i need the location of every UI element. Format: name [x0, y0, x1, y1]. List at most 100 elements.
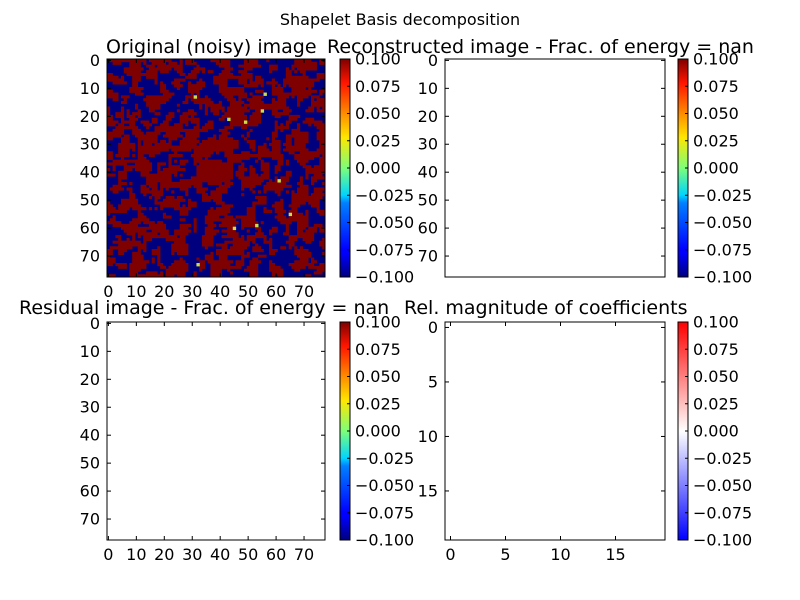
colorbar-label-2-0: 0.100	[355, 313, 401, 332]
y-tick-label-3-5: 5	[428, 372, 438, 391]
colorbar-label-1-1: 0.075	[693, 77, 739, 96]
axes-frame-1	[444, 58, 666, 278]
y-tick-label-0-40: 40	[80, 163, 100, 182]
x-tick-label-3-15: 15	[605, 545, 625, 564]
x-tick-label-3-10: 10	[550, 545, 570, 564]
x-tick-label-0-0: 0	[103, 282, 113, 301]
colorbar-label-0-4: 0.000	[355, 159, 401, 178]
axes-frame-2	[106, 321, 326, 541]
x-tick-label-2-60: 60	[266, 545, 286, 564]
bright-point-3	[260, 109, 265, 113]
x-tick-label-3-5: 5	[500, 545, 510, 564]
panel-title-coefficients: Rel. magnitude of coefficients	[404, 297, 688, 319]
panel-title-original: Original (noisy) image	[106, 36, 317, 58]
x-tick-label-2-30: 30	[182, 545, 202, 564]
x-tick-label-0-70: 70	[294, 282, 314, 301]
colorbar-label-0-2: 0.050	[355, 104, 401, 123]
y-tick-label-0-60: 60	[80, 219, 100, 238]
y-tick-label-2-0: 0	[90, 314, 100, 333]
x-tick-label-2-40: 40	[210, 545, 230, 564]
colorbar-label-1-5: −0.025	[693, 186, 752, 205]
colorbar-label-2-1: 0.075	[355, 340, 401, 359]
colorbar-label-0-3: 0.025	[355, 131, 401, 150]
x-tick-label-2-50: 50	[238, 545, 258, 564]
x-tick-label-2-20: 20	[154, 545, 174, 564]
x-tick-label-2-70: 70	[294, 545, 314, 564]
colorbar-label-1-4: 0.000	[693, 159, 739, 178]
axes-frame-0	[106, 58, 326, 278]
colorbar-label-0-6: −0.050	[355, 213, 414, 232]
x-tick-label-0-60: 60	[266, 282, 286, 301]
y-tick-label-2-70: 70	[80, 510, 100, 529]
y-tick-label-2-60: 60	[80, 482, 100, 501]
colorbar-label-0-7: −0.075	[355, 240, 414, 259]
x-tick-label-3-0: 0	[445, 545, 455, 564]
x-tick-label-2-0: 0	[103, 545, 113, 564]
bright-point-8	[232, 226, 237, 231]
bright-point-4	[263, 92, 267, 96]
colorbar-label-0-0: 0.100	[355, 50, 401, 69]
colorbar-label-2-3: 0.025	[355, 394, 401, 413]
colorbar-label-1-8: −0.100	[693, 268, 752, 287]
y-tick-label-3-0: 0	[428, 318, 438, 337]
bright-point-9	[196, 263, 200, 267]
y-tick-label-3-10: 10	[418, 427, 438, 446]
y-tick-label-3-15: 15	[418, 481, 438, 500]
y-tick-label-2-20: 20	[80, 370, 100, 389]
colorbar-label-1-7: −0.075	[693, 240, 752, 259]
colorbar-label-1-2: 0.050	[693, 104, 739, 123]
colorbar-label-1-0: 0.100	[693, 50, 739, 69]
colorbar-label-2-7: −0.075	[355, 503, 414, 522]
y-tick-label-2-40: 40	[80, 426, 100, 445]
x-tick-label-0-10: 10	[126, 282, 146, 301]
image-area-2	[107, 322, 325, 540]
y-tick-label-0-50: 50	[80, 191, 100, 210]
y-tick-label-0-10: 10	[80, 79, 100, 98]
x-tick-label-0-20: 20	[154, 282, 174, 301]
x-tick-label-0-40: 40	[210, 282, 230, 301]
colorbar-label-3-8: −0.100	[693, 531, 752, 550]
panel-title-residual: Residual image - Frac. of energy = nan	[19, 297, 390, 319]
colorbar-label-3-3: 0.025	[693, 394, 739, 413]
y-tick-label-2-10: 10	[80, 342, 100, 361]
y-tick-label-1-60: 60	[418, 219, 438, 238]
colorbar-label-1-6: −0.050	[693, 213, 752, 232]
x-tick-label-0-30: 30	[182, 282, 202, 301]
bright-point-2	[243, 120, 248, 124]
image-area-3	[445, 322, 665, 540]
bright-point-7	[255, 223, 259, 228]
colorbar-label-2-2: 0.050	[355, 367, 401, 386]
x-tick-label-0-50: 50	[238, 282, 258, 301]
y-tick-label-1-10: 10	[418, 79, 438, 98]
bright-point-1	[227, 117, 231, 122]
colorbar-label-0-5: −0.025	[355, 186, 414, 205]
colorbar-label-2-6: −0.050	[355, 476, 414, 495]
y-tick-label-1-0: 0	[428, 51, 438, 70]
figure-title: Shapelet Basis decomposition	[279, 10, 521, 29]
image-noise-pattern	[107, 59, 325, 277]
axes-frame-3	[444, 321, 666, 541]
y-tick-label-2-50: 50	[80, 454, 100, 473]
colorbar-label-2-5: −0.025	[355, 449, 414, 468]
y-tick-label-0-0: 0	[90, 51, 100, 70]
colorbar-label-0-8: −0.100	[355, 268, 414, 287]
y-tick-label-2-30: 30	[80, 398, 100, 417]
panel-title-reconstructed: Reconstructed image - Frac. of energy = …	[327, 36, 754, 58]
bright-point-6	[288, 212, 293, 217]
y-tick-label-1-70: 70	[418, 247, 438, 266]
colorbar-label-1-3: 0.025	[693, 131, 739, 150]
image-area-1	[445, 59, 665, 277]
bright-point-5	[277, 179, 281, 183]
y-tick-label-1-50: 50	[418, 191, 438, 210]
colorbar-label-3-5: −0.025	[693, 449, 752, 468]
y-tick-label-1-40: 40	[418, 163, 438, 182]
y-tick-label-1-20: 20	[418, 107, 438, 126]
colorbar-label-3-4: 0.000	[693, 422, 739, 441]
colorbar-label-3-1: 0.075	[693, 340, 739, 359]
y-tick-label-0-30: 30	[80, 135, 100, 154]
y-tick-label-0-20: 20	[80, 107, 100, 126]
x-tick-label-2-10: 10	[126, 545, 146, 564]
colorbar-label-2-8: −0.100	[355, 531, 414, 550]
